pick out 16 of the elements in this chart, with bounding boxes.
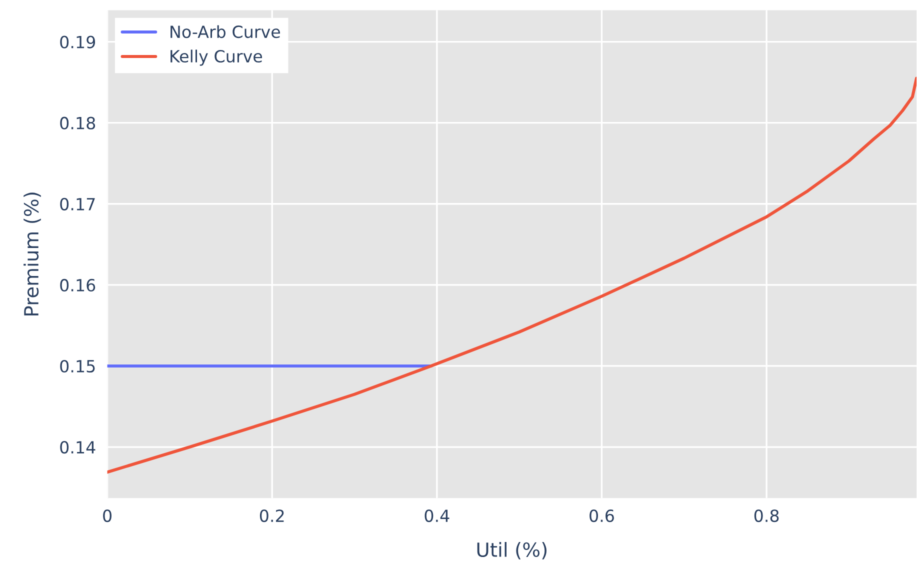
x-tick-label: 0 — [103, 509, 112, 522]
y-tick-label: 0.18 — [60, 116, 96, 130]
legend-label: No-Arb Curve — [170, 25, 280, 38]
legend-label: Kelly Curve — [170, 50, 262, 66]
y-tick-label: 0.19 — [60, 36, 96, 48]
x-tick-label: 0.4 — [424, 509, 450, 522]
y-axis-title: Premium (%) — [24, 192, 41, 316]
x-axis-title: Util (%) — [477, 542, 546, 560]
y-tick-label: 0.15 — [60, 360, 95, 373]
x-tick-label: 0.6 — [590, 509, 614, 522]
x-tick-label: 0.8 — [754, 509, 779, 522]
y-tick-label: 0.16 — [60, 278, 96, 292]
y-tick-label: 0.17 — [60, 198, 95, 210]
x-tick-label: 0.2 — [260, 509, 284, 522]
line-series — [107, 76, 917, 474]
y-tick-label: 0.14 — [60, 440, 96, 454]
